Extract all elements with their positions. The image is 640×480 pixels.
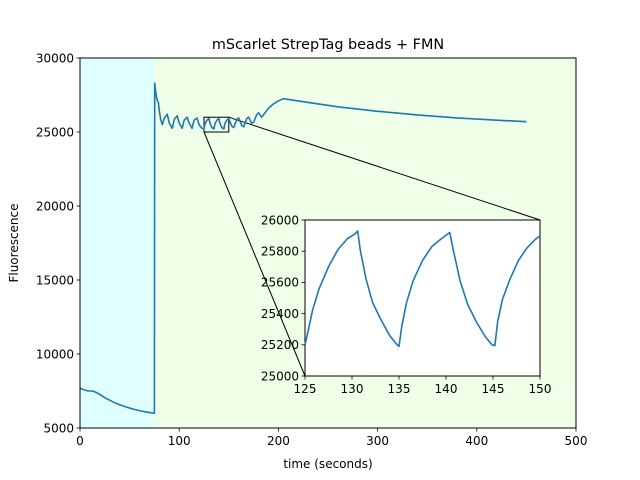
x-tick-label: 500 (565, 434, 588, 448)
zoom-connector-line (203, 131, 306, 377)
series-line (304, 230, 541, 348)
x-tick-label: 150 (529, 382, 552, 396)
x-tick-label: 130 (341, 382, 364, 396)
main-plot-series (79, 82, 527, 414)
y-tick-label: 20000 (36, 199, 74, 213)
inset-y-ticks: 25000 25200 25400 25600 25800 26000 (261, 213, 305, 383)
x-tick-label: 140 (435, 382, 458, 396)
y-tick-label: 25200 (261, 338, 299, 352)
inset-plot-frame (304, 219, 541, 377)
y-tick-label: 25800 (261, 245, 299, 259)
x-tick-label: 200 (267, 434, 290, 448)
y-tick-label: 5000 (43, 421, 74, 435)
x-tick-label: 135 (388, 382, 411, 396)
x-tick-label: 145 (482, 382, 505, 396)
x-tick-label: 300 (366, 434, 389, 448)
main-plot-frame (79, 57, 577, 429)
chart-title: mScarlet StrepTag beads + FMN (212, 37, 444, 53)
inset-plot-series (304, 230, 541, 348)
background-region (80, 58, 155, 428)
zoom-connector-line (228, 116, 541, 221)
y-tick-label: 25600 (261, 276, 299, 290)
x-tick-label: 125 (294, 382, 317, 396)
y-tick-label: 15000 (36, 273, 74, 287)
y-tick-label: 26000 (261, 213, 299, 227)
y-tick-label: 10000 (36, 347, 74, 361)
inset-plot: 125 130 135 140 145 150 250002520025400256002… (261, 213, 552, 396)
y-tick-label: 25000 (36, 125, 74, 139)
y-tick-label: 30000 (36, 51, 74, 65)
zoom-region-box (203, 116, 230, 133)
inset-x-ticks: 125 130 135 140 145 150 (294, 376, 552, 396)
y-tick-label: 25400 (261, 307, 299, 321)
x-tick-label: 100 (168, 434, 191, 448)
y-tick-label: 25000 (261, 369, 299, 383)
zoom-indicator (203, 116, 541, 377)
main-y-ticks: 5000 10000 15000 20000 25000 30000 (36, 51, 80, 435)
x-axis-label: time (seconds) (283, 457, 372, 471)
y-axis-label: Fluorescence (7, 203, 21, 282)
main-x-ticks: 0 100 200 300 400 500 (76, 428, 587, 448)
series-line (79, 82, 527, 414)
x-tick-label: 400 (465, 434, 488, 448)
x-tick-label: 0 (76, 434, 84, 448)
